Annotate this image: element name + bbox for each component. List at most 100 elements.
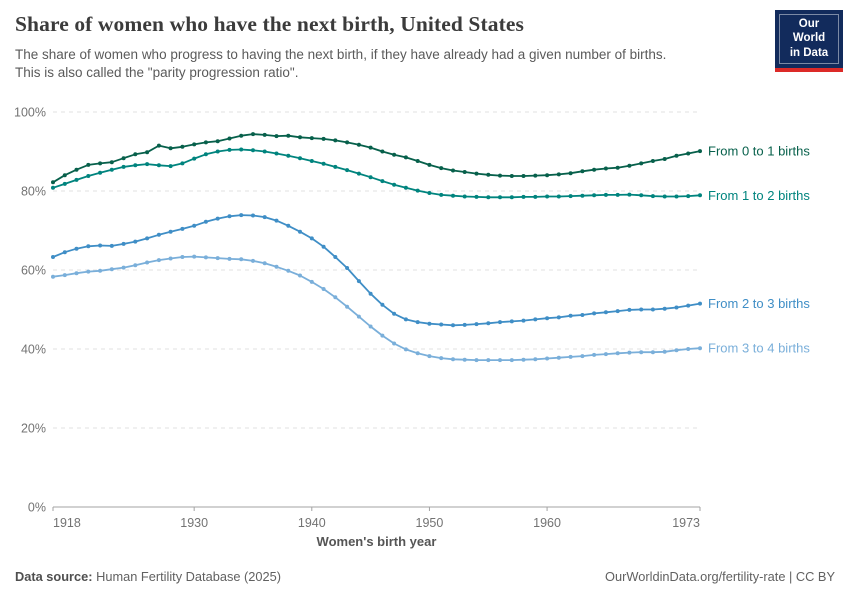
data-point-from-2-to-3-births-1945[interactable]: [368, 291, 373, 296]
data-point-from-0-to-1-births-1926[interactable]: [145, 150, 150, 155]
data-point-from-2-to-3-births-1937[interactable]: [274, 218, 279, 223]
data-point-from-0-to-1-births-1970[interactable]: [662, 157, 667, 161]
data-point-from-1-to-2-births-1925[interactable]: [133, 163, 138, 168]
data-point-from-2-to-3-births-1930[interactable]: [192, 223, 197, 228]
data-point-from-2-to-3-births-1933[interactable]: [227, 214, 232, 219]
data-point-from-2-to-3-births-1952[interactable]: [451, 323, 455, 328]
data-point-from-1-to-2-births-1942[interactable]: [333, 164, 338, 169]
data-point-from-0-to-1-births-1954[interactable]: [474, 171, 479, 176]
data-point-from-0-to-1-births-1930[interactable]: [192, 142, 197, 147]
data-point-from-3-to-4-births-1955[interactable]: [486, 358, 491, 363]
data-point-from-1-to-2-births-1956[interactable]: [498, 195, 502, 200]
data-point-from-3-to-4-births-1947[interactable]: [392, 341, 397, 346]
data-point-from-0-to-1-births-1965[interactable]: [603, 166, 608, 171]
data-point-from-1-to-2-births-1939[interactable]: [298, 156, 302, 161]
data-point-from-3-to-4-births-1960[interactable]: [545, 356, 550, 361]
data-point-from-0-to-1-births-1922[interactable]: [98, 161, 103, 166]
data-point-from-2-to-3-births-1965[interactable]: [603, 310, 608, 315]
data-point-from-0-to-1-births-1924[interactable]: [121, 156, 126, 161]
series-line-from-3-to-4-births[interactable]: [52, 255, 701, 362]
data-point-from-1-to-2-births-1965[interactable]: [603, 192, 608, 197]
data-point-from-1-to-2-births-1931[interactable]: [203, 152, 208, 157]
data-point-from-2-to-3-births-1921[interactable]: [86, 244, 91, 249]
data-point-from-0-to-1-births-1960[interactable]: [545, 173, 550, 178]
series-line-from-0-to-1-births[interactable]: [52, 133, 701, 184]
data-point-from-3-to-4-births-1943[interactable]: [345, 304, 350, 309]
data-point-from-1-to-2-births-1971[interactable]: [674, 194, 679, 199]
data-point-from-2-to-3-births-1946[interactable]: [380, 302, 385, 307]
data-point-from-3-to-4-births-1930[interactable]: [192, 254, 197, 259]
data-point-from-1-to-2-births-1935[interactable]: [251, 148, 255, 153]
data-point-from-3-to-4-births-1941[interactable]: [321, 287, 326, 291]
data-point-from-3-to-4-births-1964[interactable]: [592, 352, 597, 357]
data-point-from-2-to-3-births-1927[interactable]: [156, 232, 161, 237]
data-point-from-2-to-3-births-1936[interactable]: [262, 215, 267, 220]
series-line-from-1-to-2-births[interactable]: [52, 148, 701, 199]
data-point-from-2-to-3-births-1935[interactable]: [251, 213, 255, 218]
data-point-from-0-to-1-births-1937[interactable]: [274, 134, 279, 139]
series-end-label-from-1-to-2-births[interactable]: From 1 to 2 births: [708, 188, 810, 203]
data-point-from-2-to-3-births-1943[interactable]: [345, 266, 350, 270]
data-point-from-0-to-1-births-1920[interactable]: [74, 167, 79, 172]
data-point-from-0-to-1-births-1928[interactable]: [168, 146, 173, 151]
data-point-from-1-to-2-births-1941[interactable]: [321, 161, 326, 166]
data-point-from-3-to-4-births-1958[interactable]: [521, 357, 526, 362]
data-point-from-2-to-3-births-1919[interactable]: [62, 250, 67, 255]
data-point-from-1-to-2-births-1944[interactable]: [356, 171, 361, 176]
data-point-from-3-to-4-births-1965[interactable]: [603, 352, 608, 357]
data-point-from-1-to-2-births-1918[interactable]: [51, 185, 55, 190]
data-point-from-0-to-1-births-1927[interactable]: [156, 143, 161, 148]
data-point-from-2-to-3-births-1956[interactable]: [498, 320, 502, 325]
data-point-from-1-to-2-births-1947[interactable]: [392, 182, 397, 187]
data-point-from-3-to-4-births-1963[interactable]: [580, 354, 585, 359]
data-point-from-3-to-4-births-1931[interactable]: [203, 255, 208, 260]
data-point-from-0-to-1-births-1957[interactable]: [509, 174, 514, 178]
data-point-from-0-to-1-births-1945[interactable]: [368, 145, 373, 150]
data-point-from-2-to-3-births-1932[interactable]: [215, 216, 220, 221]
data-point-from-2-to-3-births-1967[interactable]: [627, 307, 632, 312]
data-point-from-2-to-3-births-1938[interactable]: [286, 223, 291, 228]
data-point-from-3-to-4-births-1918[interactable]: [51, 274, 55, 279]
data-point-from-3-to-4-births-1920[interactable]: [74, 271, 79, 276]
data-point-from-1-to-2-births-1949[interactable]: [415, 188, 420, 193]
data-point-from-2-to-3-births-1972[interactable]: [686, 303, 691, 308]
data-point-from-3-to-4-births-1959[interactable]: [533, 357, 538, 362]
data-point-from-1-to-2-births-1962[interactable]: [568, 194, 573, 199]
data-point-from-3-to-4-births-1933[interactable]: [227, 256, 232, 261]
data-point-from-0-to-1-births-1944[interactable]: [356, 142, 361, 147]
data-point-from-0-to-1-births-1947[interactable]: [392, 152, 397, 157]
data-point-from-3-to-4-births-1939[interactable]: [298, 273, 302, 278]
data-point-from-1-to-2-births-1959[interactable]: [533, 194, 538, 199]
data-point-from-2-to-3-births-1918[interactable]: [51, 255, 55, 259]
data-point-from-0-to-1-births-1949[interactable]: [415, 159, 420, 163]
data-point-from-0-to-1-births-1921[interactable]: [86, 162, 91, 167]
data-point-from-1-to-2-births-1940[interactable]: [309, 159, 314, 163]
data-point-from-1-to-2-births-1933[interactable]: [227, 147, 232, 152]
data-point-from-3-to-4-births-1961[interactable]: [556, 355, 561, 360]
data-point-from-3-to-4-births-1938[interactable]: [286, 268, 291, 273]
data-point-from-0-to-1-births-1942[interactable]: [333, 138, 338, 143]
data-point-from-1-to-2-births-1946[interactable]: [380, 179, 385, 184]
data-point-from-0-to-1-births-1932[interactable]: [215, 139, 220, 144]
data-point-from-3-to-4-births-1924[interactable]: [121, 265, 126, 270]
data-point-from-3-to-4-births-1949[interactable]: [415, 351, 420, 356]
data-point-from-1-to-2-births-1961[interactable]: [556, 194, 561, 199]
data-point-from-0-to-1-births-1948[interactable]: [403, 155, 408, 160]
data-point-from-1-to-2-births-1972[interactable]: [686, 194, 691, 199]
data-point-from-2-to-3-births-1973[interactable]: [698, 301, 702, 306]
data-point-from-1-to-2-births-1938[interactable]: [286, 153, 291, 158]
data-point-from-0-to-1-births-1936[interactable]: [262, 132, 267, 137]
data-point-from-2-to-3-births-1955[interactable]: [486, 321, 491, 326]
data-point-from-2-to-3-births-1949[interactable]: [415, 320, 420, 325]
data-point-from-3-to-4-births-1934[interactable]: [239, 257, 244, 262]
data-point-from-1-to-2-births-1926[interactable]: [145, 162, 150, 167]
data-point-from-1-to-2-births-1922[interactable]: [98, 170, 103, 175]
data-point-from-1-to-2-births-1936[interactable]: [262, 149, 267, 154]
data-point-from-2-to-3-births-1931[interactable]: [203, 219, 208, 224]
data-point-from-0-to-1-births-1935[interactable]: [251, 132, 255, 137]
data-point-from-3-to-4-births-1944[interactable]: [356, 314, 361, 319]
data-point-from-1-to-2-births-1923[interactable]: [109, 167, 114, 172]
data-point-from-1-to-2-births-1963[interactable]: [580, 193, 585, 198]
data-point-from-1-to-2-births-1932[interactable]: [215, 149, 220, 154]
data-point-from-2-to-3-births-1954[interactable]: [474, 322, 479, 327]
